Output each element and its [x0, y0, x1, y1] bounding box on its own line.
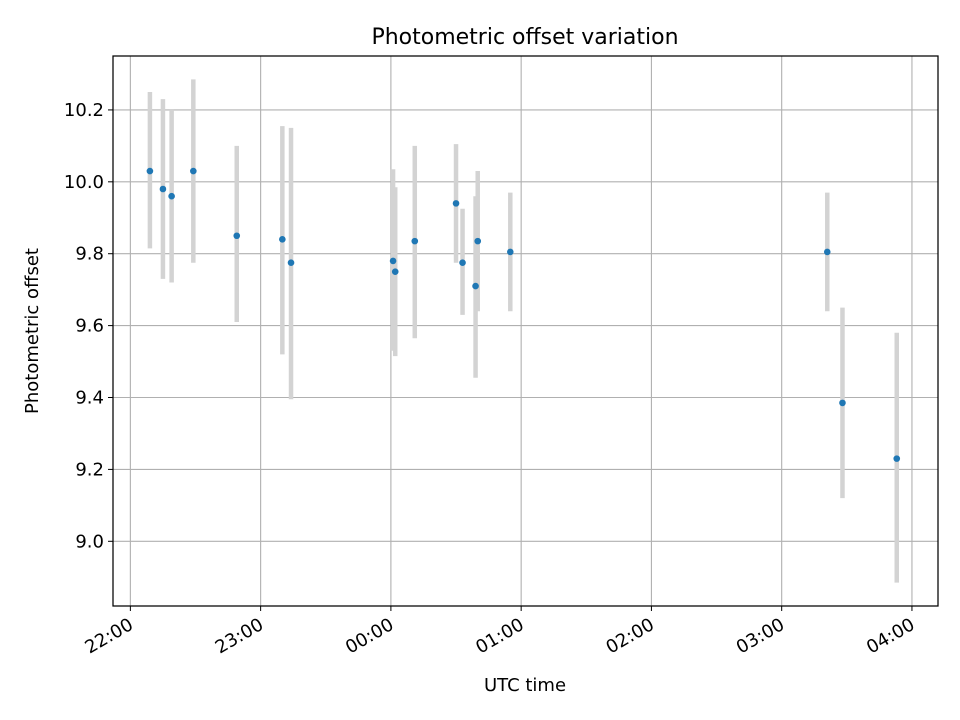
plot-frame	[112, 55, 939, 607]
data-point	[839, 399, 846, 407]
data-point	[279, 236, 286, 243]
chart-title: Photometric offset variation	[371, 25, 678, 50]
grid-lines	[113, 56, 938, 606]
y-axis-label: Photometric offset	[22, 248, 43, 414]
data-point	[168, 192, 175, 200]
data-point	[146, 167, 154, 175]
y-tick-label: 9.0	[75, 531, 104, 552]
data-point	[893, 455, 901, 462]
data-point	[452, 200, 460, 207]
y-tick-label: 9.8	[75, 244, 104, 265]
data-point	[233, 232, 241, 240]
y-tick-label: 10.2	[64, 100, 104, 121]
data-point	[391, 268, 399, 275]
y-tick-label: 9.4	[75, 388, 104, 409]
data-point	[474, 237, 482, 245]
data-point	[507, 248, 514, 256]
data-point	[459, 259, 466, 266]
data-point	[411, 237, 419, 245]
data-point	[159, 185, 167, 193]
data-point	[389, 257, 397, 265]
y-tick-label: 9.6	[75, 316, 104, 337]
data-points	[146, 167, 901, 462]
data-point	[823, 248, 831, 256]
data-point	[190, 167, 197, 175]
data-point	[472, 282, 479, 290]
data-point	[287, 259, 295, 266]
y-tick-label: 10.0	[64, 172, 104, 193]
y-axis-ticks: 9.0 9.2 9.4 9.6 9.8 10.0 10.2	[64, 100, 113, 552]
y-tick-label: 9.2	[75, 459, 104, 480]
x-axis-label: UTC time	[484, 675, 566, 696]
